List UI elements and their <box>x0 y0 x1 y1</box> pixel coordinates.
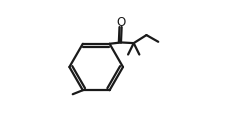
Text: O: O <box>116 16 125 29</box>
